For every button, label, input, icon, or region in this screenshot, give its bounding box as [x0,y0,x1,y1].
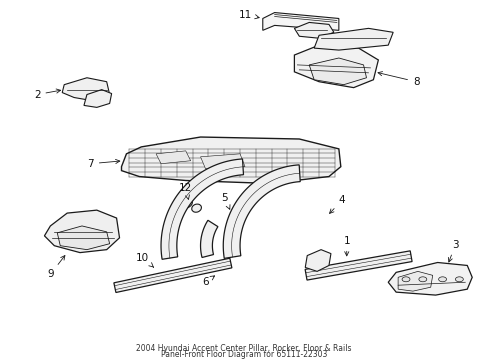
Text: 2004 Hyundai Accent Center Pillar, Rocker, Floor & Rails: 2004 Hyundai Accent Center Pillar, Rocke… [136,344,351,353]
Text: 12: 12 [179,183,192,199]
Polygon shape [294,22,333,38]
Polygon shape [294,45,378,87]
Polygon shape [305,249,330,271]
Text: 4: 4 [329,195,345,213]
Polygon shape [44,210,119,253]
Text: 6: 6 [202,276,214,287]
Polygon shape [200,154,244,168]
Text: Panel-Front Floor Diagram for 65111-22303: Panel-Front Floor Diagram for 65111-2230… [161,350,326,359]
Text: 1: 1 [343,236,349,256]
Polygon shape [114,258,231,292]
Polygon shape [156,151,190,164]
Polygon shape [305,251,411,280]
Ellipse shape [401,277,409,282]
Ellipse shape [438,277,446,282]
Text: 2: 2 [34,89,61,100]
Ellipse shape [454,277,462,282]
Polygon shape [200,220,218,257]
Text: 10: 10 [136,253,153,267]
Text: 7: 7 [87,159,120,169]
Text: 8: 8 [377,72,419,87]
Text: 11: 11 [238,9,259,19]
Text: 3: 3 [447,240,458,262]
Polygon shape [62,78,109,102]
Text: 9: 9 [47,256,65,279]
Polygon shape [57,226,109,249]
Polygon shape [262,13,338,30]
Polygon shape [121,137,340,184]
Polygon shape [397,271,432,291]
Polygon shape [308,58,366,85]
Polygon shape [387,262,471,295]
Ellipse shape [179,198,192,208]
Polygon shape [313,28,392,50]
Polygon shape [161,159,243,259]
Ellipse shape [191,204,201,212]
Polygon shape [84,90,111,107]
Polygon shape [223,165,300,258]
Ellipse shape [418,277,426,282]
Text: 5: 5 [221,193,229,209]
